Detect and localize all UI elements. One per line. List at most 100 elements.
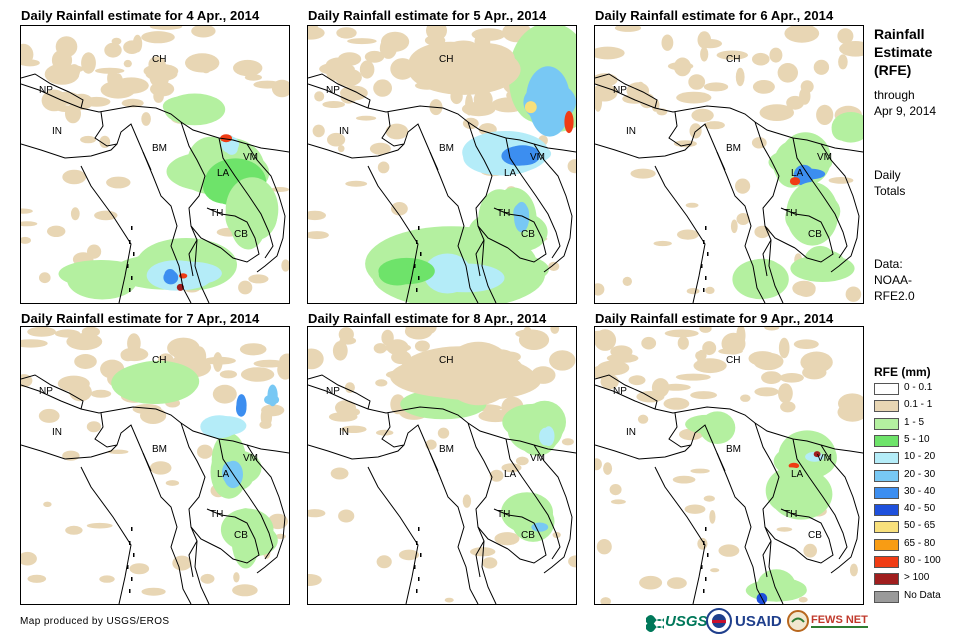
country-label-np: NP (39, 85, 53, 96)
legend-label: 5 - 10 (904, 433, 930, 445)
rain-patch (595, 458, 602, 471)
rain-patch (548, 261, 560, 271)
rain-patch (845, 286, 862, 302)
country-label-th: TH (784, 509, 798, 520)
rain-patch (753, 352, 784, 371)
rain-patch (699, 327, 712, 333)
rain-patch (163, 270, 179, 285)
rain-patch (38, 408, 60, 423)
country-border (308, 73, 371, 109)
rain-patch (74, 354, 97, 369)
island (705, 226, 707, 230)
rain-patch (751, 137, 767, 149)
legend-label: 10 - 20 (904, 451, 936, 463)
country-label-vm: VM (530, 453, 545, 464)
rain-patch (65, 104, 81, 124)
island (133, 553, 135, 557)
rain-patch (849, 563, 858, 577)
country-label-in: IN (626, 427, 636, 438)
country-border (308, 384, 576, 454)
rain-patch (595, 83, 618, 102)
rain-patch (610, 499, 626, 505)
rain-patch (376, 555, 392, 569)
island (416, 288, 418, 292)
rain-patch (58, 260, 144, 288)
rain-patch (672, 475, 696, 484)
country-border (429, 452, 479, 604)
rain-patch (378, 262, 416, 286)
island (703, 541, 705, 545)
rain-patch (514, 201, 530, 233)
country-border (595, 73, 658, 109)
rain-patch (697, 349, 706, 367)
rain-patch (314, 91, 325, 102)
rain-patch (99, 575, 115, 583)
island (418, 226, 420, 230)
country-label-la: LA (217, 168, 230, 179)
data-label: Data: (874, 257, 903, 271)
rain-patch (356, 115, 377, 121)
usgs-wave-icon (646, 615, 664, 632)
rain-patch (319, 62, 355, 76)
legend-swatch (874, 590, 899, 603)
rain-patch (754, 387, 779, 397)
country-label-la: LA (791, 168, 804, 179)
rain-patch (609, 484, 622, 496)
country-border (792, 137, 848, 259)
rain-patch (338, 327, 354, 342)
island (129, 541, 131, 545)
rain-patch (442, 341, 515, 406)
rain-patch (752, 80, 775, 94)
rain-patch (690, 468, 710, 474)
rain-patch (129, 563, 150, 575)
rain-patch (143, 63, 179, 79)
island (705, 527, 707, 531)
country-border (308, 374, 371, 410)
country-border (21, 73, 84, 109)
rain-patch (308, 348, 324, 370)
rain-patch (568, 555, 576, 568)
rain-patch (595, 329, 617, 351)
rain-patch (141, 31, 175, 44)
legend-item: 1 - 5 (874, 417, 964, 432)
rain-patch (779, 373, 804, 383)
rain-patch (651, 378, 670, 398)
legend-item: 5 - 10 (874, 433, 964, 449)
rainfall-map-apr9: CH NP IN BM LA VM TH CB (594, 326, 864, 605)
island (131, 226, 133, 230)
legend-label: 0 - 0.1 (904, 382, 933, 393)
rain-patch (564, 110, 574, 134)
rain-patch (444, 597, 454, 603)
rain-patch (425, 439, 437, 450)
rain-patch (281, 259, 289, 272)
country-label-bm: BM (726, 444, 741, 455)
legend-item: No Data (874, 590, 964, 605)
rain-patch (597, 360, 630, 376)
country-border (780, 207, 834, 263)
rain-patch (377, 161, 390, 174)
rain-patch (106, 176, 131, 189)
rain-patch (220, 134, 233, 143)
country-label-ch: CH (152, 355, 167, 366)
rain-patch (790, 254, 855, 282)
rain-patch (66, 333, 103, 351)
rain-patch (828, 177, 854, 184)
country-label-cb: CB (521, 229, 535, 240)
legend-item: 30 - 40 (874, 486, 964, 501)
rain-patch (567, 159, 576, 174)
rain-patch (21, 551, 37, 566)
rain-patch (238, 280, 253, 295)
rain-patch (769, 468, 833, 520)
title-line-1: Rainfall (874, 26, 925, 42)
rainfall-map-apr7: CH NP IN BM LA VM TH CB (20, 326, 290, 605)
legend-swatch (874, 469, 899, 482)
island (131, 527, 133, 531)
country-border (246, 143, 286, 273)
totals-label: Totals (874, 184, 906, 198)
country-label-np: NP (613, 386, 627, 397)
legend-swatch (874, 486, 899, 499)
country-border (820, 444, 860, 574)
rain-patch (789, 177, 801, 186)
country-label-vm: VM (530, 152, 545, 163)
rain-patch (385, 123, 409, 140)
